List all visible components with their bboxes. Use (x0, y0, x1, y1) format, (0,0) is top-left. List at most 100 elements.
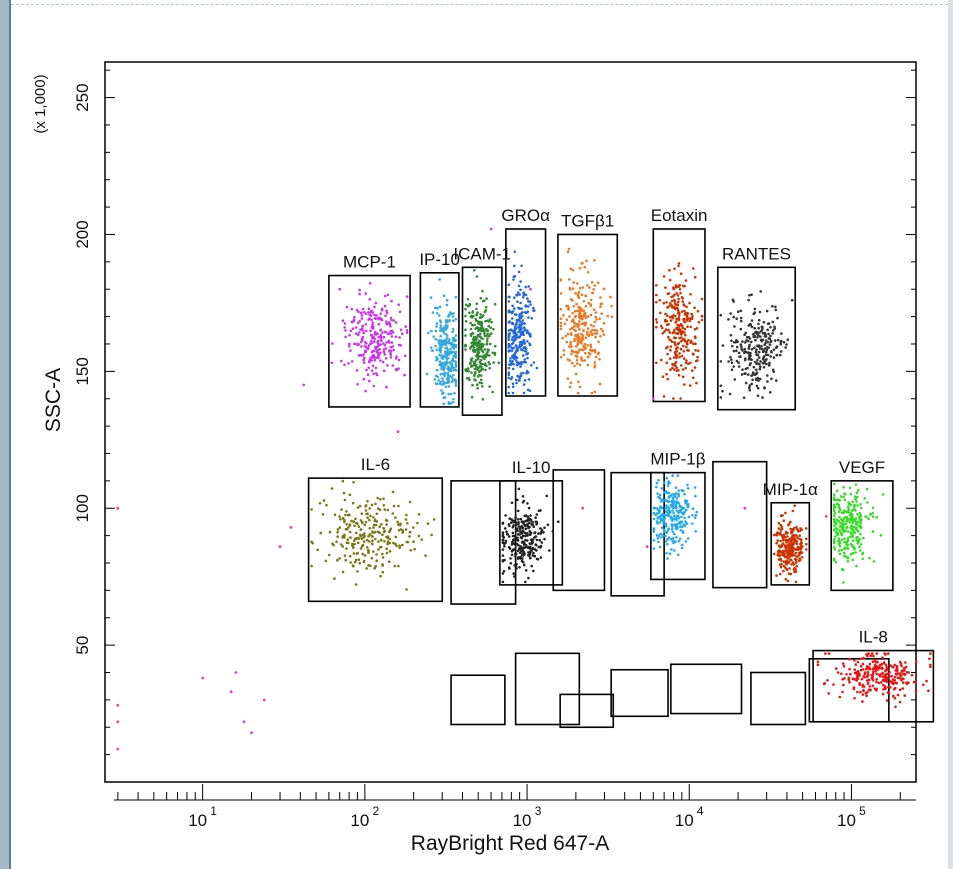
event-point (867, 688, 871, 692)
event-point (783, 553, 786, 556)
event-point (519, 372, 523, 375)
event-point (348, 345, 351, 348)
event-point (875, 652, 879, 655)
event-point (583, 359, 587, 362)
population-label: GROα (501, 206, 550, 225)
event-point (521, 371, 525, 375)
event-point (390, 341, 394, 344)
event-point (790, 298, 794, 302)
event-point (412, 540, 415, 543)
event-point (730, 368, 734, 372)
stray-event (743, 506, 747, 510)
event-point (927, 689, 930, 693)
event-point (775, 533, 778, 536)
gate-empty (610, 668, 669, 718)
event-point (449, 311, 452, 314)
event-point (661, 513, 664, 516)
event-point (747, 347, 751, 350)
event-point (675, 347, 678, 350)
event-point (760, 325, 764, 329)
event-point (841, 662, 845, 665)
event-point (785, 555, 789, 558)
event-point (522, 291, 525, 295)
event-point (548, 549, 551, 552)
event-point (523, 552, 526, 556)
event-point (593, 284, 596, 287)
event-point (862, 675, 865, 678)
event-point (450, 376, 454, 379)
gate-gro- (505, 228, 547, 397)
stray-event (289, 526, 293, 529)
event-point (748, 388, 752, 392)
event-point (696, 355, 699, 359)
event-point (360, 545, 364, 548)
event-point (372, 516, 375, 519)
event-point (859, 664, 863, 668)
event-point (686, 483, 689, 487)
event-point (438, 353, 441, 357)
population-label: MIP-1α (763, 480, 818, 499)
event-point (568, 345, 571, 348)
event-point (401, 543, 404, 547)
event-point (408, 535, 411, 538)
event-point (392, 348, 396, 352)
event-point (929, 663, 932, 667)
event-point (479, 332, 482, 336)
event-point (772, 356, 776, 359)
event-point (523, 379, 527, 382)
event-point (374, 564, 378, 568)
event-point (532, 525, 535, 529)
event-point (511, 534, 515, 538)
y-tick-label: 100 (73, 494, 92, 522)
event-point (526, 518, 530, 521)
event-point (515, 322, 518, 325)
event-point (834, 667, 838, 670)
event-point (871, 679, 875, 682)
event-point (375, 314, 378, 317)
event-point (655, 284, 658, 287)
event-point (519, 348, 523, 351)
event-point (736, 310, 740, 314)
event-point (756, 376, 760, 380)
event-point (773, 327, 776, 330)
event-point (768, 337, 772, 341)
event-point (670, 548, 673, 551)
event-point (861, 552, 864, 556)
event-point (800, 556, 804, 559)
event-point (853, 697, 856, 700)
event-point (743, 347, 746, 351)
event-point (522, 296, 525, 299)
event-point (504, 539, 508, 543)
x-tick-exponent: 3 (535, 804, 542, 818)
event-point (392, 504, 396, 508)
event-point (763, 359, 766, 363)
event-point (859, 690, 862, 694)
event-point (512, 278, 515, 281)
event-point (505, 532, 509, 536)
event-point (480, 381, 484, 385)
event-point (514, 535, 517, 539)
event-point (387, 332, 390, 335)
event-point (756, 332, 759, 336)
event-point (485, 340, 489, 343)
event-point (719, 313, 723, 317)
event-point (372, 550, 375, 553)
event-point (866, 690, 869, 694)
event-point (516, 536, 519, 540)
event-point (485, 343, 489, 346)
event-point (664, 522, 667, 525)
event-point (574, 372, 578, 376)
event-point (519, 517, 523, 521)
x-tick-exponent: 1 (210, 804, 217, 818)
event-point (511, 519, 515, 523)
event-point (364, 292, 368, 295)
event-point (739, 319, 743, 323)
event-point (832, 514, 836, 518)
event-point (384, 357, 388, 360)
event-point (771, 305, 774, 308)
event-point (878, 667, 881, 670)
event-point (574, 329, 577, 333)
event-point (574, 314, 577, 318)
event-point (872, 560, 876, 563)
event-point (788, 546, 792, 550)
